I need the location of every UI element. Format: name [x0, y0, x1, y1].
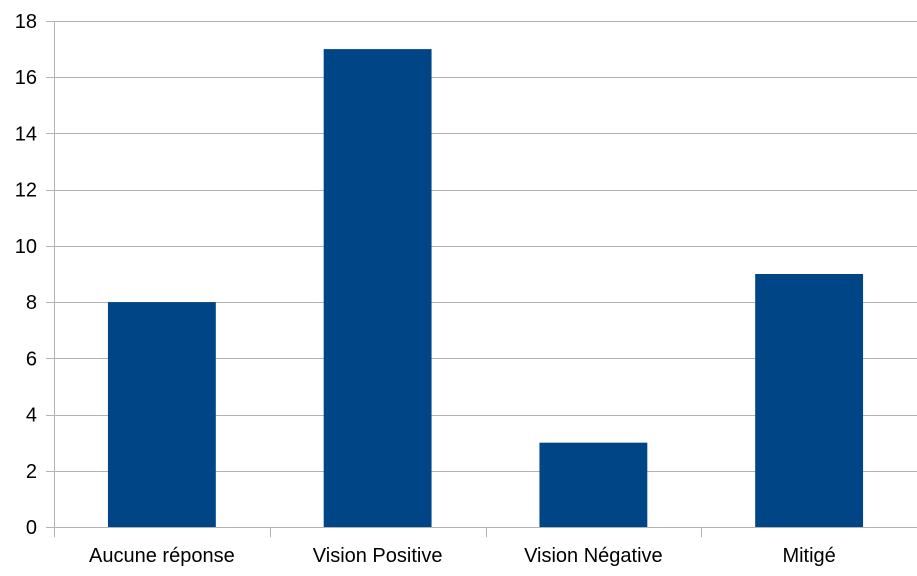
axes [46, 21, 917, 537]
y-tick-label: 12 [15, 180, 37, 202]
bar-1 [323, 49, 432, 527]
bar-2 [539, 442, 648, 527]
y-tick-label: 4 [26, 405, 37, 427]
x-category-label: Vision Négative [524, 545, 663, 567]
y-tick-label: 0 [26, 517, 37, 539]
bar-0 [107, 302, 216, 527]
y-tick-label: 16 [15, 67, 37, 89]
y-tick-label: 14 [15, 123, 37, 145]
x-category-label: Mitigé [782, 545, 835, 567]
y-tick-label: 2 [26, 461, 37, 483]
y-tick-label: 6 [26, 348, 37, 370]
bar-3 [755, 274, 864, 527]
y-tick-label: 10 [15, 236, 37, 258]
y-tick-labels: 0 2 4 6 8 10 12 14 16 18 [15, 11, 37, 539]
bars [107, 49, 864, 527]
x-category-labels: Aucune réponse Vision Positive Vision Néga… [89, 545, 836, 567]
y-tick-label: 8 [26, 292, 37, 314]
y-tick-label: 18 [15, 11, 37, 33]
x-category-label: Vision Positive [313, 545, 443, 567]
x-category-label: Aucune réponse [89, 545, 235, 567]
